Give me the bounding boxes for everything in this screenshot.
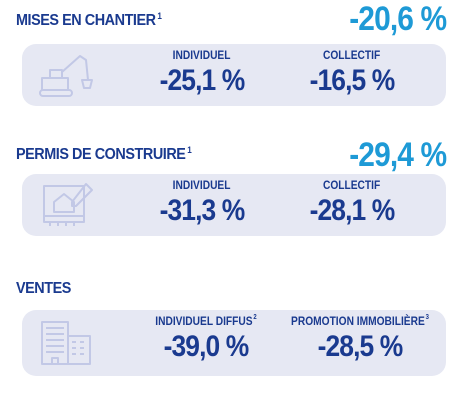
- stat-individuel-diffus: INDIVIDUEL DIFFUS2 -39,0 %: [126, 314, 286, 364]
- stat-label: COLLECTIF: [322, 48, 381, 62]
- stats-panel: INDIVIDUEL -31,3 % COLLECTIF -28,1 %: [22, 174, 446, 236]
- section-title: VENTES: [16, 280, 73, 298]
- stat-value: -28,1 %: [309, 194, 396, 227]
- stat-individuel: INDIVIDUEL -31,3 %: [132, 178, 272, 228]
- footnote-marker: 1: [187, 145, 192, 155]
- stat-promotion-immobiliere: PROMOTION IMMOBILIÈRE3 -28,5 %: [278, 314, 442, 364]
- section-title: MISES EN CHANTIER 1: [16, 11, 162, 30]
- stat-label: PROMOTION IMMOBILIÈRE3: [291, 314, 429, 328]
- section-title-text: MISES EN CHANTIER: [16, 12, 156, 29]
- stat-individuel: INDIVIDUEL -25,1 %: [132, 48, 272, 98]
- total-value: -20,6 %: [349, 0, 447, 38]
- excavator-icon: [39, 55, 93, 97]
- blueprint-icon: [43, 183, 93, 226]
- footnote-marker: 1: [157, 11, 162, 21]
- stat-value: -28,5 %: [317, 330, 404, 363]
- stat-label: COLLECTIF: [322, 178, 381, 192]
- section-title: PERMIS DE CONSTRUIRE 1: [16, 145, 192, 164]
- stat-collectif: COLLECTIF -16,5 %: [282, 48, 422, 98]
- stats-panel: INDIVIDUEL -25,1 % COLLECTIF -16,5 %: [22, 44, 446, 106]
- stats-panel: INDIVIDUEL DIFFUS2 -39,0 % PROMOTION IMM…: [22, 310, 446, 376]
- stat-value: -16,5 %: [309, 64, 396, 97]
- stat-value: -39,0 %: [163, 330, 250, 363]
- total-value: -29,4 %: [349, 136, 447, 174]
- stat-value: -31,3 %: [159, 194, 246, 227]
- stat-label: INDIVIDUEL: [172, 48, 231, 62]
- stat-label: INDIVIDUEL DIFFUS2: [155, 314, 257, 328]
- stat-label: INDIVIDUEL: [172, 178, 231, 192]
- section-title-text: VENTES: [16, 280, 71, 297]
- section-title-text: PERMIS DE CONSTRUIRE: [16, 146, 186, 163]
- buildings-icon: [41, 321, 91, 365]
- stat-value: -25,1 %: [159, 64, 246, 97]
- stat-collectif: COLLECTIF -28,1 %: [282, 178, 422, 228]
